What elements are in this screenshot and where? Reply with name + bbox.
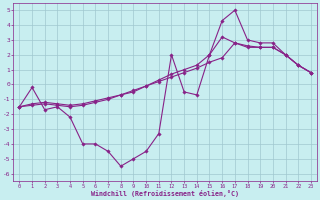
- X-axis label: Windchill (Refroidissement éolien,°C): Windchill (Refroidissement éolien,°C): [91, 190, 239, 197]
